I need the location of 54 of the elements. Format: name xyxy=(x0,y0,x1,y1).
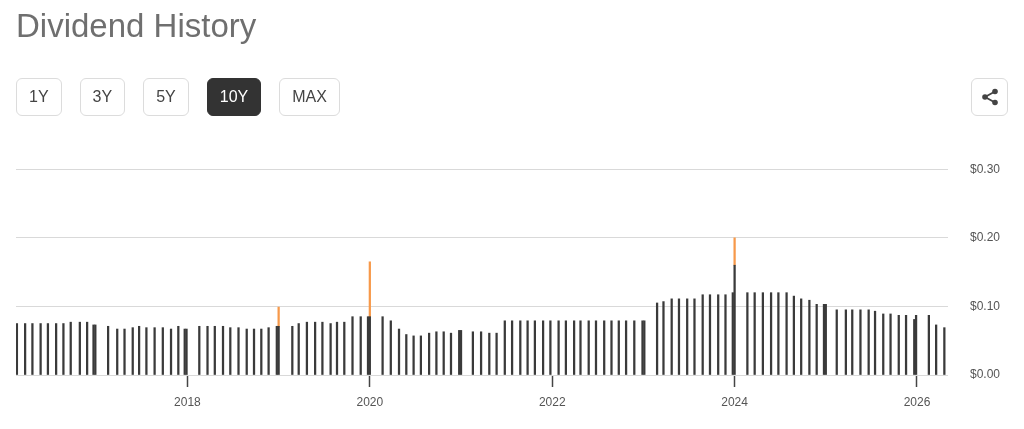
bar xyxy=(39,323,42,375)
bar xyxy=(435,331,438,375)
x-tick-label: 2022 xyxy=(538,394,566,409)
bar xyxy=(526,320,529,375)
bar xyxy=(889,313,892,375)
text: 3Y xyxy=(92,88,113,105)
bar xyxy=(724,294,727,375)
y-tick-label: $0.30 xyxy=(970,161,1001,176)
chart-title: Dividend History xyxy=(16,7,257,45)
x-tick-label: 2018 xyxy=(174,394,202,409)
bar xyxy=(557,320,560,375)
bar xyxy=(785,292,788,375)
bar xyxy=(859,309,862,375)
bar xyxy=(610,320,613,375)
bar xyxy=(495,332,498,375)
text: MAX xyxy=(292,88,327,105)
x-tick-label: 2026 xyxy=(903,394,931,409)
x-tick-label: 2020 xyxy=(356,394,384,409)
y-tick-label: $0.10 xyxy=(970,298,1001,313)
bar xyxy=(777,292,780,375)
bar xyxy=(579,320,582,375)
text: 10Y xyxy=(219,88,249,105)
bar xyxy=(161,327,164,375)
bar xyxy=(62,323,65,375)
text: 1Y xyxy=(29,88,49,105)
bar xyxy=(733,237,736,266)
bar xyxy=(31,323,34,375)
bar xyxy=(329,323,332,375)
bar xyxy=(237,327,240,375)
text: 5Y xyxy=(156,88,176,105)
bar xyxy=(479,331,483,375)
y-tick-label: $0.00 xyxy=(970,367,1001,382)
x-tick-label: 2024 xyxy=(721,394,749,409)
bar xyxy=(321,321,324,375)
y-tick-label: $0.20 xyxy=(970,230,1001,245)
bar xyxy=(16,323,19,375)
bar xyxy=(471,331,475,375)
bar xyxy=(662,301,665,375)
bar xyxy=(153,327,156,375)
bar xyxy=(746,292,749,375)
bar xyxy=(442,331,445,375)
bar xyxy=(412,335,415,375)
bar xyxy=(267,327,270,375)
bar xyxy=(206,325,209,375)
bar xyxy=(549,320,552,375)
bar xyxy=(808,299,811,375)
bar xyxy=(131,327,134,375)
bar xyxy=(381,316,384,375)
bar xyxy=(123,328,126,375)
bar xyxy=(693,298,696,375)
bar xyxy=(229,327,232,375)
bar xyxy=(145,327,148,375)
bar xyxy=(351,316,354,375)
bar xyxy=(943,327,946,375)
